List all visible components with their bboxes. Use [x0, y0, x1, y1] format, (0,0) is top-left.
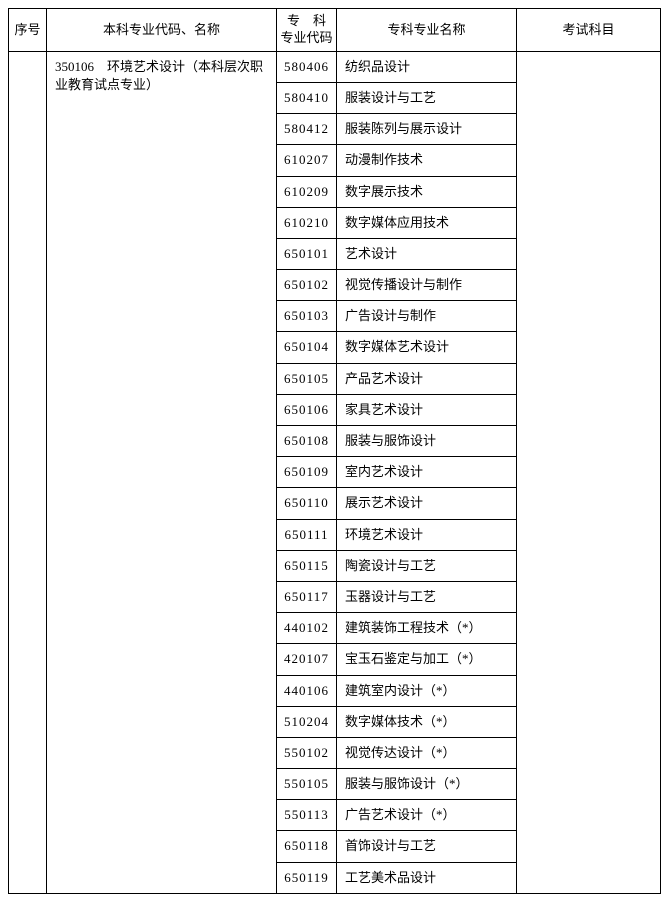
code-cell: 550102 — [277, 737, 337, 768]
code-cell: 440106 — [277, 675, 337, 706]
name-cell: 陶瓷设计与工艺 — [337, 550, 517, 581]
code-cell: 650102 — [277, 270, 337, 301]
code-cell: 650103 — [277, 301, 337, 332]
code-cell: 650104 — [277, 332, 337, 363]
name-cell: 动漫制作技术 — [337, 145, 517, 176]
code-cell: 650101 — [277, 238, 337, 269]
code-cell: 650110 — [277, 488, 337, 519]
code-cell: 610209 — [277, 176, 337, 207]
name-cell: 首饰设计与工艺 — [337, 831, 517, 862]
code-cell: 650117 — [277, 581, 337, 612]
code-cell: 650118 — [277, 831, 337, 862]
table-row: 350106 环境艺术设计（本科层次职业教育试点专业）580406纺织品设计 — [9, 51, 661, 82]
name-cell: 玉器设计与工艺 — [337, 581, 517, 612]
name-cell: 纺织品设计 — [337, 51, 517, 82]
code-cell: 420107 — [277, 644, 337, 675]
name-cell: 展示艺术设计 — [337, 488, 517, 519]
header-seq: 序号 — [9, 9, 47, 52]
major-mapping-table: 序号 本科专业代码、名称 专 科 专业代码 专科专业名称 考试科目 350106… — [8, 8, 661, 894]
name-cell: 广告艺术设计（*） — [337, 800, 517, 831]
name-cell: 宝玉石鉴定与加工（*） — [337, 644, 517, 675]
header-code: 专 科 专业代码 — [277, 9, 337, 52]
name-cell: 数字媒体应用技术 — [337, 207, 517, 238]
header-code-line1: 专 科 — [287, 13, 326, 28]
code-cell: 510204 — [277, 706, 337, 737]
name-cell: 服装与服饰设计（*） — [337, 769, 517, 800]
subject-cell — [517, 51, 661, 893]
header-subject: 考试科目 — [517, 9, 661, 52]
header-code-line2: 专业代码 — [280, 30, 332, 45]
code-cell: 440102 — [277, 613, 337, 644]
code-cell: 550105 — [277, 769, 337, 800]
code-cell: 650115 — [277, 550, 337, 581]
code-cell: 650108 — [277, 426, 337, 457]
name-cell: 数字媒体技术（*） — [337, 706, 517, 737]
code-cell: 610207 — [277, 145, 337, 176]
name-cell: 服装陈列与展示设计 — [337, 114, 517, 145]
seq-cell — [9, 51, 47, 893]
name-cell: 环境艺术设计 — [337, 519, 517, 550]
name-cell: 艺术设计 — [337, 238, 517, 269]
code-cell: 580406 — [277, 51, 337, 82]
code-cell: 650119 — [277, 862, 337, 893]
header-major: 本科专业代码、名称 — [47, 9, 277, 52]
code-cell: 650105 — [277, 363, 337, 394]
code-cell: 610210 — [277, 207, 337, 238]
name-cell: 视觉传播设计与制作 — [337, 270, 517, 301]
name-cell: 室内艺术设计 — [337, 457, 517, 488]
header-name: 专科专业名称 — [337, 9, 517, 52]
code-cell: 650109 — [277, 457, 337, 488]
name-cell: 服装设计与工艺 — [337, 82, 517, 113]
code-cell: 580410 — [277, 82, 337, 113]
name-cell: 数字媒体艺术设计 — [337, 332, 517, 363]
code-cell: 650111 — [277, 519, 337, 550]
major-cell: 350106 环境艺术设计（本科层次职业教育试点专业） — [47, 51, 277, 893]
name-cell: 工艺美术品设计 — [337, 862, 517, 893]
code-cell: 580412 — [277, 114, 337, 145]
name-cell: 服装与服饰设计 — [337, 426, 517, 457]
name-cell: 建筑室内设计（*） — [337, 675, 517, 706]
table-body: 350106 环境艺术设计（本科层次职业教育试点专业）580406纺织品设计58… — [9, 51, 661, 893]
name-cell: 家具艺术设计 — [337, 394, 517, 425]
name-cell: 建筑装饰工程技术（*） — [337, 613, 517, 644]
code-cell: 650106 — [277, 394, 337, 425]
name-cell: 产品艺术设计 — [337, 363, 517, 394]
code-cell: 550113 — [277, 800, 337, 831]
name-cell: 视觉传达设计（*） — [337, 737, 517, 768]
name-cell: 数字展示技术 — [337, 176, 517, 207]
name-cell: 广告设计与制作 — [337, 301, 517, 332]
table-header-row: 序号 本科专业代码、名称 专 科 专业代码 专科专业名称 考试科目 — [9, 9, 661, 52]
